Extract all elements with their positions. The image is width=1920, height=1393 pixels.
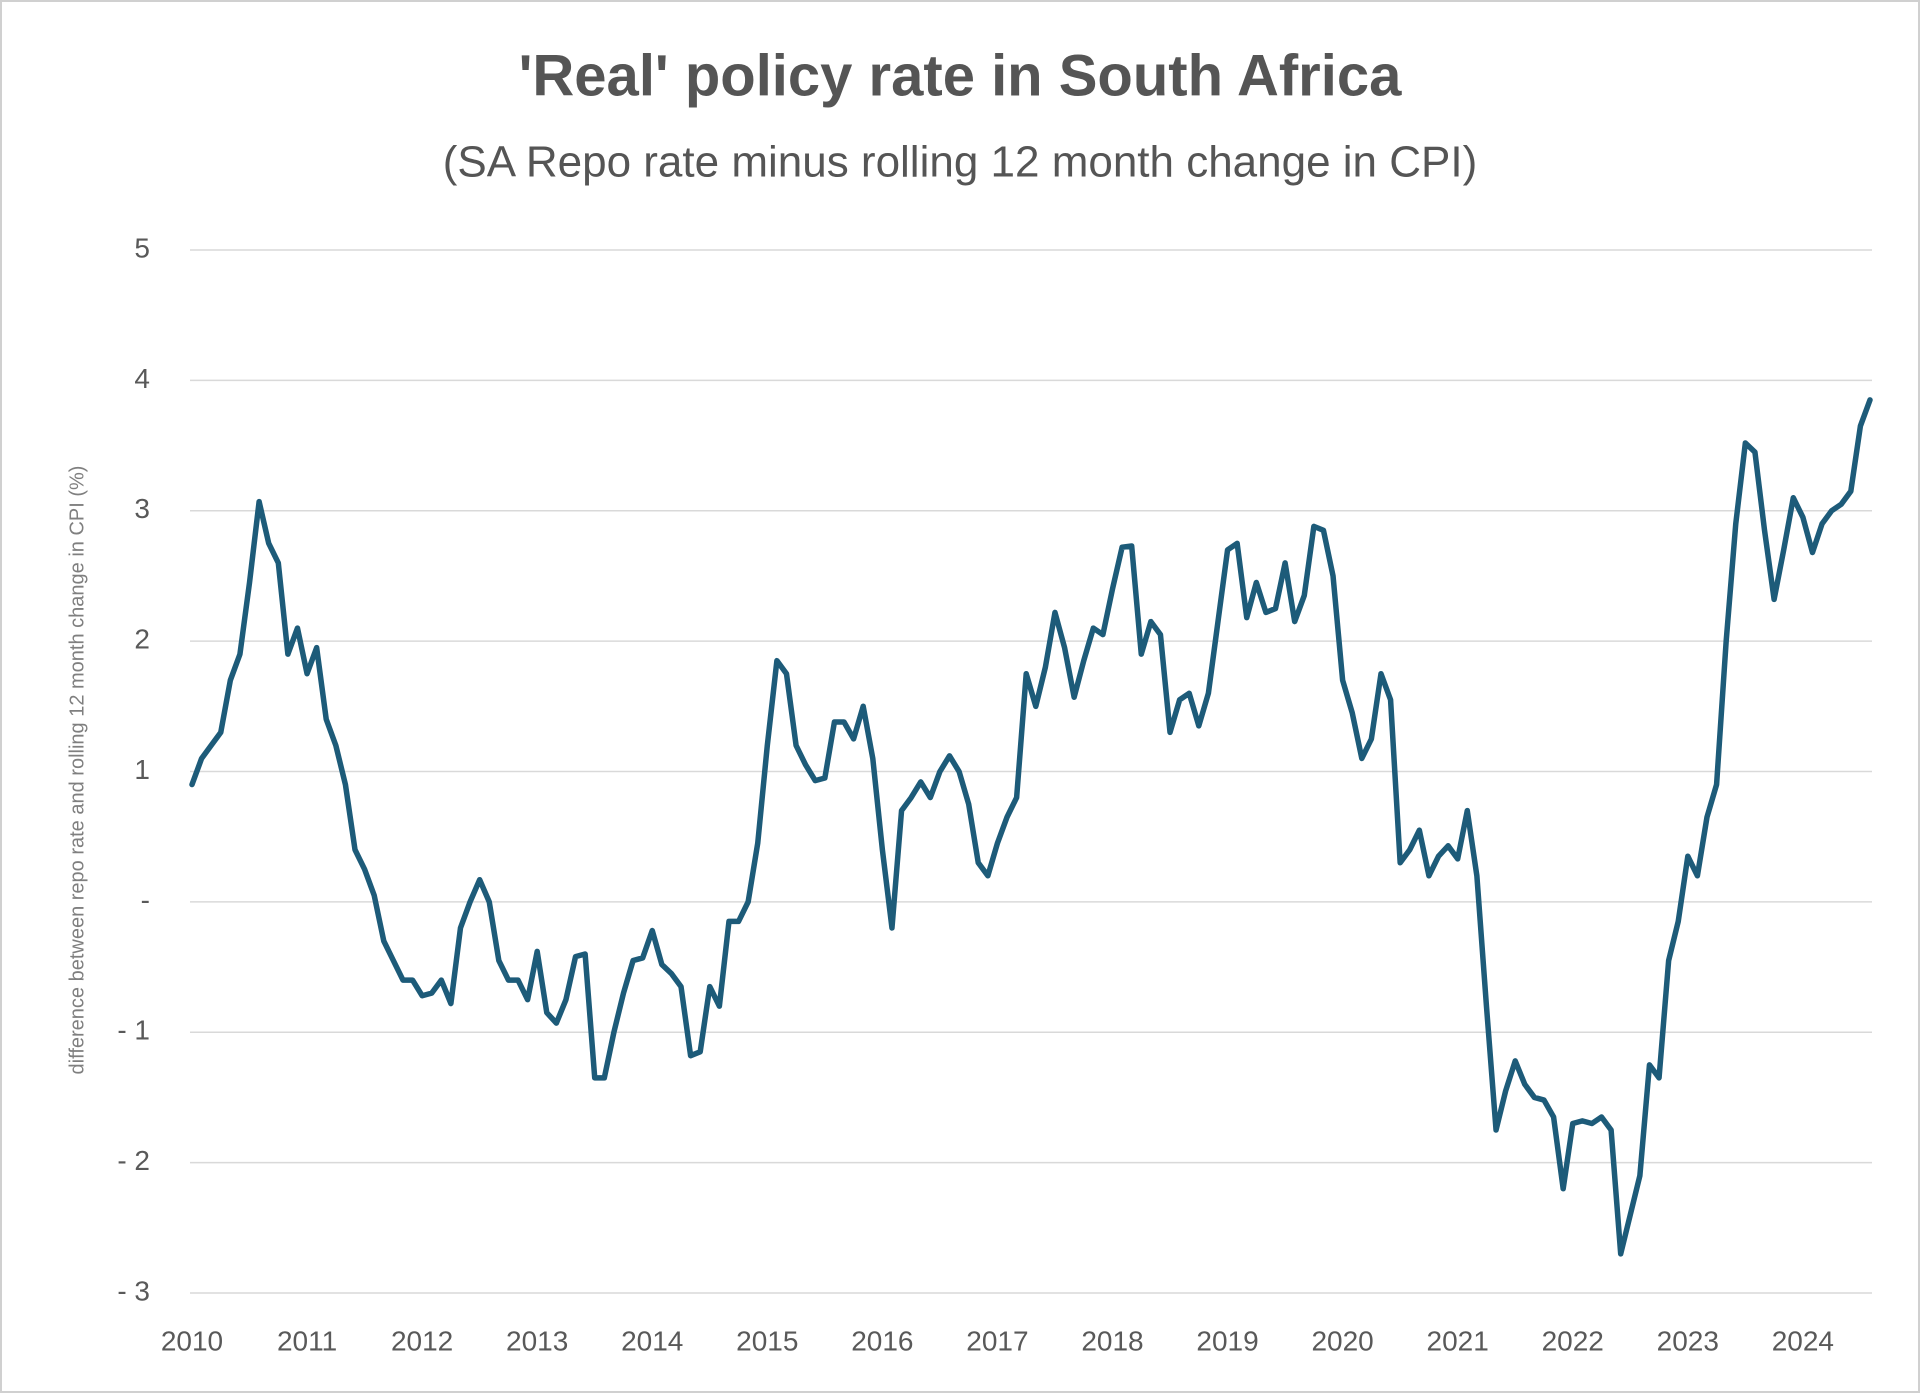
x-tick-label: 2016	[851, 1325, 913, 1356]
y-tick-label: 2	[134, 624, 150, 655]
y-axis-label: difference between repo rate and rolling…	[66, 466, 88, 1075]
x-tick-label: 2019	[1196, 1325, 1258, 1356]
x-tick-label: 2023	[1657, 1325, 1719, 1356]
x-tick-label: 2021	[1427, 1325, 1489, 1356]
y-tick-label: 3	[134, 493, 150, 524]
y-tick-label: 1	[134, 754, 150, 785]
y-tick-label: - 2	[117, 1145, 150, 1176]
y-tick-label: 4	[134, 363, 150, 394]
x-tick-label: 2013	[506, 1325, 568, 1356]
data-line	[189, 397, 1873, 1257]
y-tick-label: -	[141, 884, 150, 915]
x-tick-label: 2014	[621, 1325, 683, 1356]
x-tick-label: 2011	[277, 1325, 337, 1356]
chart-title: 'Real' policy rate in South Africa	[519, 43, 1402, 108]
x-tick-label: 2024	[1772, 1325, 1834, 1356]
x-tick-label: 2010	[161, 1325, 223, 1356]
x-tick-label: 2015	[736, 1325, 798, 1356]
x-tick-label: 2012	[391, 1325, 453, 1356]
x-tick-label: 2020	[1311, 1325, 1373, 1356]
x-tick-label: 2017	[966, 1325, 1028, 1356]
y-tick-label: - 3	[117, 1275, 150, 1306]
chart-subtitle: (SA Repo rate minus rolling 12 month cha…	[443, 138, 1478, 187]
x-tick-label: 2018	[1081, 1325, 1143, 1356]
y-tick-label: 5	[134, 232, 150, 263]
x-tick-label: 2022	[1542, 1325, 1604, 1356]
y-tick-label: - 1	[117, 1015, 150, 1046]
